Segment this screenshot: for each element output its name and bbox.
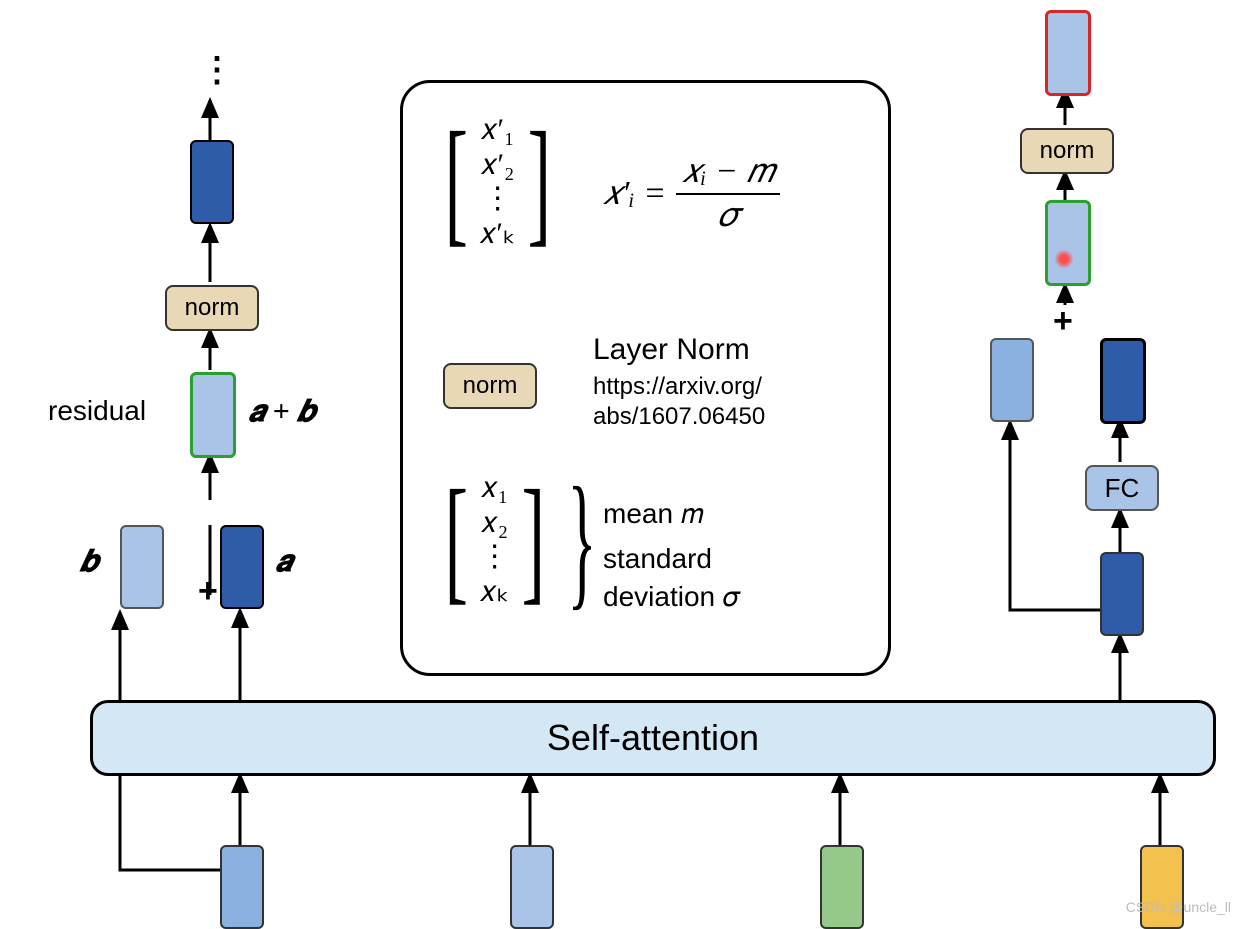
- right-postfc-vec: [1100, 338, 1146, 424]
- input-vec-4: [1140, 845, 1184, 929]
- watermark: CSDN @uncle_ll: [1126, 899, 1231, 915]
- math-box: [ 𝑥′₁ 𝑥′₂ ⋮ 𝑥′ₖ ] 𝑥′ᵢ = 𝑥ᵢ − 𝑚 𝜎 norm La…: [400, 80, 891, 676]
- out-vector-bracket: [ 𝑥′₁ 𝑥′₂ ⋮ 𝑥′ₖ ]: [433, 113, 562, 251]
- in-x2: 𝑥₂: [481, 506, 508, 541]
- left-norm-label: norm: [185, 294, 240, 322]
- right-residual-vec: [1045, 200, 1091, 286]
- left-norm-box: norm: [165, 285, 259, 331]
- std-label2: deviation 𝜎: [603, 581, 740, 614]
- right-plus: +: [1053, 302, 1073, 341]
- out-vdots: ⋮: [483, 182, 513, 217]
- left-aplusb-label: 𝒂 + 𝒃: [248, 395, 316, 429]
- fc-label: FC: [1105, 473, 1140, 504]
- in-vector-bracket: [ 𝑥₁ 𝑥₂ ⋮ 𝑥ₖ ] }: [433, 471, 618, 609]
- fc-box: FC: [1085, 465, 1159, 511]
- layer-norm-url1: https://arxiv.org/: [593, 373, 762, 401]
- left-residual-vec: [190, 372, 236, 458]
- right-norm-box: norm: [1020, 128, 1114, 174]
- std-label1: standard: [603, 543, 712, 575]
- self-attention-label: Self-attention: [547, 717, 759, 759]
- input-vec-3: [820, 845, 864, 929]
- input-vec-1: [220, 845, 264, 929]
- in-x1: 𝑥₁: [481, 471, 508, 506]
- out-x1: 𝑥′₁: [481, 113, 515, 148]
- in-vdots: ⋮: [480, 540, 510, 575]
- eq-lhs: 𝑥′ᵢ =: [603, 175, 666, 213]
- input-vec-2: [510, 845, 554, 929]
- eq-den: 𝜎: [718, 195, 739, 235]
- right-prefc-vec: [1100, 552, 1144, 636]
- in-xk: 𝑥ₖ: [480, 575, 509, 610]
- eq-num: 𝑥ᵢ − 𝑚: [676, 153, 780, 195]
- right-out-vec: [1045, 10, 1091, 96]
- left-out-vec: [190, 140, 234, 224]
- left-a-label: 𝒂: [275, 545, 292, 579]
- layer-norm-url2: abs/1607.06450: [593, 403, 765, 431]
- layer-norm-title: Layer Norm: [593, 333, 750, 367]
- equation: 𝑥′ᵢ = 𝑥ᵢ − 𝑚 𝜎: [603, 153, 780, 235]
- mean-label: mean 𝑚: [603, 498, 704, 531]
- residual-label: residual: [48, 395, 146, 427]
- left-b-vec: [120, 525, 164, 609]
- out-xk: 𝑥′ₖ: [480, 217, 516, 252]
- right-skip-vec: [990, 338, 1034, 422]
- left-b-label: 𝒃: [80, 545, 99, 579]
- left-dots: ⋮: [200, 50, 234, 90]
- out-x2: 𝑥′₂: [481, 148, 515, 183]
- right-norm-label: norm: [1040, 137, 1095, 165]
- center-norm-box: norm: [443, 363, 537, 409]
- left-a-vec: [220, 525, 264, 609]
- center-norm-label: norm: [463, 372, 518, 400]
- self-attention-box: Self-attention: [90, 700, 1216, 776]
- left-plus: +: [198, 572, 218, 611]
- right-highlight-dot: [1055, 250, 1073, 268]
